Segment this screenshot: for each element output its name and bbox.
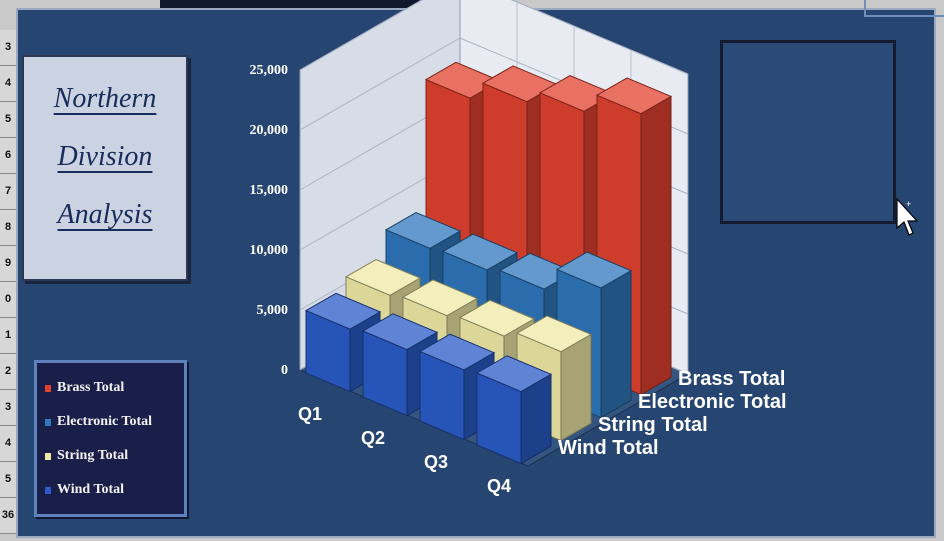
title-line-2: Division (57, 141, 153, 172)
selected-cell-edge (864, 0, 944, 17)
legend-label: Electronic Total (57, 414, 153, 429)
y-tick-label: 20,000 (250, 123, 289, 138)
svg-text:+: + (906, 199, 911, 209)
column-side-face (640, 95, 672, 396)
y-tick-label: 10,000 (250, 243, 289, 258)
column-top-face (384, 211, 462, 249)
column-top-face (595, 77, 673, 115)
column-side-face (600, 269, 632, 419)
column-top-face (475, 355, 553, 393)
row-number[interactable]: 5 (0, 102, 16, 138)
gridline (299, 37, 461, 131)
column-electronic-total-q4[interactable] (555, 251, 633, 419)
y-tick-label: 15,000 (250, 183, 289, 198)
legend-item[interactable]: Wind Total (45, 473, 176, 507)
legend-item[interactable]: Brass Total (45, 371, 176, 405)
chart-legend[interactable]: Brass Total Electronic Total String Total W… (34, 360, 187, 517)
row-number[interactable]: 6 (0, 138, 16, 174)
row-number[interactable]: 0 (0, 282, 16, 318)
legend-swatch (45, 452, 51, 460)
empty-placeholder-box[interactable] (720, 40, 896, 224)
column-top-face (458, 299, 536, 337)
legend-items: Brass Total Electronic Total String Total W… (45, 371, 176, 507)
x-category-label: Q2 (361, 428, 385, 448)
window-top-edge (160, 0, 460, 8)
series-depth-label: Electronic Total (638, 391, 787, 413)
y-tick-label: 5,000 (257, 303, 289, 318)
column-top-face (304, 292, 382, 330)
column-wind-total-q4[interactable] (475, 355, 553, 465)
title-line-1: Northern (53, 83, 157, 114)
column-top-face (418, 333, 496, 371)
legend-swatch (45, 418, 51, 426)
mouse-cursor-icon: + (896, 198, 918, 236)
x-category-label: Q4 (487, 476, 511, 496)
legend-label: Wind Total (57, 482, 125, 497)
title-line-3: Analysis (57, 199, 153, 230)
column-top-face (361, 313, 439, 351)
row-number[interactable]: 2 (0, 354, 16, 390)
column-side-face (560, 333, 592, 442)
column-top-face (401, 279, 479, 317)
row-number[interactable]: 7 (0, 174, 16, 210)
row-number[interactable]: 3 (0, 30, 16, 66)
column-top-face (515, 315, 593, 353)
x-category-label: Q1 (298, 404, 322, 424)
legend-swatch (45, 384, 51, 392)
series-depth-label: String Total (598, 414, 708, 436)
row-number[interactable]: 9 (0, 246, 16, 282)
row-number[interactable]: 36 (0, 498, 16, 534)
row-number[interactable]: 4 (0, 426, 16, 462)
row-number[interactable]: 8 (0, 210, 16, 246)
series-depth-label: Wind Total (558, 437, 659, 459)
legend-swatch (45, 486, 51, 494)
column-top-face (555, 251, 633, 289)
legend-item[interactable]: Electronic Total (45, 405, 176, 439)
column-top-face (441, 233, 519, 271)
legend-label: Brass Total (57, 380, 125, 395)
row-number[interactable]: 1 (0, 318, 16, 354)
row-number[interactable]: 4 (0, 66, 16, 102)
row-number[interactable]: 3 (0, 390, 16, 426)
legend-item[interactable]: String Total (45, 439, 176, 473)
series-depth-label: Brass Total (678, 368, 785, 390)
legend-label: String Total (57, 448, 129, 463)
column-top-face (344, 258, 422, 296)
row-number[interactable]: 5 (0, 462, 16, 498)
x-category-label: Q3 (424, 452, 448, 472)
y-tick-label: 0 (281, 363, 288, 378)
gridline (299, 0, 423, 71)
title-card[interactable]: Northern Division Analysis (22, 55, 188, 281)
y-tick-label: 25,000 (250, 63, 289, 78)
